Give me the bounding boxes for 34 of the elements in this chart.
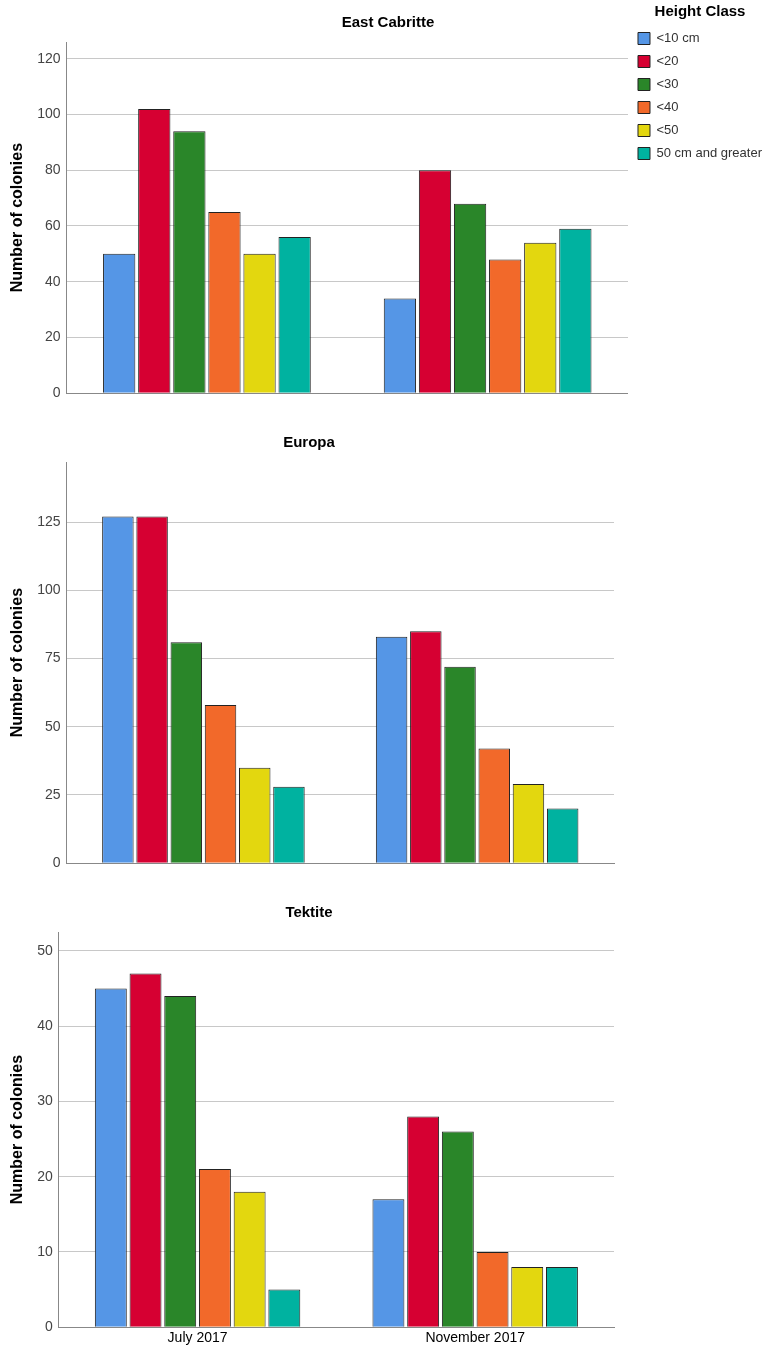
chart-title: Tektite	[285, 903, 333, 921]
legend-label: <40	[656, 99, 679, 115]
y-tick-label: 50	[44, 717, 61, 734]
y-tick-label: 100	[37, 581, 61, 598]
y-tick-label: 30	[37, 1092, 53, 1109]
y-tick-label: 40	[37, 1016, 53, 1033]
legend-label: <10 cm	[656, 30, 700, 46]
y-tick-label: 0	[52, 384, 61, 401]
y-tick-label: 10	[37, 1242, 53, 1259]
y-axis-title: Number of colonies	[8, 587, 26, 738]
y-tick-label: 60	[44, 216, 61, 233]
legend-label: 50 cm and greater	[656, 145, 763, 161]
y-tick-label: 75	[44, 649, 61, 666]
y-tick-label: 50	[37, 941, 53, 958]
y-tick-label: 25	[44, 785, 61, 802]
x-tick-label: November 2017	[425, 1329, 526, 1346]
chart-title: Europa	[283, 433, 336, 451]
y-axis-title: Number of colonies	[8, 1054, 26, 1205]
y-tick-label: 0	[52, 854, 61, 871]
y-tick-label: 120	[37, 49, 61, 66]
y-tick-label: 0	[44, 1318, 53, 1335]
legend-title: Height Class	[654, 1, 746, 19]
y-tick-label: 80	[44, 161, 61, 178]
y-tick-label: 20	[44, 328, 61, 345]
y-tick-label: 100	[37, 105, 61, 122]
y-tick-label: 20	[37, 1167, 53, 1184]
y-tick-label: 125	[37, 512, 61, 529]
chart-title: East Cabritte	[341, 13, 435, 31]
x-tick-label: July 2017	[167, 1329, 228, 1346]
legend-label: <20	[656, 53, 679, 69]
legend-label: <50	[656, 122, 679, 138]
y-axis-title: Number of colonies	[8, 142, 26, 293]
y-tick-label: 40	[44, 272, 61, 289]
legend-label: <30	[656, 76, 679, 92]
